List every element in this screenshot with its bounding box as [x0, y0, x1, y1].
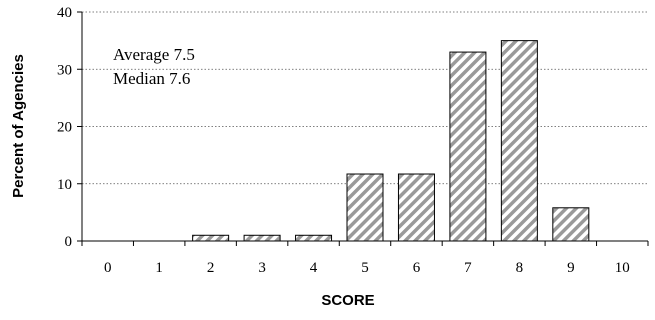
- gridlines: [82, 11, 648, 185]
- bars: [192, 40, 590, 242]
- y-tick-labels: 0 10 20 30 40: [57, 5, 82, 250]
- bar-8: [500, 40, 538, 242]
- x-tick-label: 2: [207, 260, 215, 276]
- x-tick-label: 8: [516, 260, 524, 276]
- bar-7: [449, 51, 487, 242]
- median-annotation: Median 7.6: [113, 69, 190, 88]
- x-tick-labels: 0 1 2 3 4 5 6 7 8 9 10: [81, 241, 649, 276]
- x-tick-label: 9: [567, 260, 575, 276]
- x-tick-label: 7: [464, 260, 472, 276]
- average-annotation: Average 7.5: [113, 45, 195, 64]
- bar-5: [346, 173, 384, 242]
- bar-4: [295, 234, 333, 242]
- bar-2: [192, 234, 230, 242]
- y-tick-label: 30: [57, 62, 72, 78]
- x-tick-label: 5: [361, 260, 369, 276]
- y-tick-label: 20: [57, 120, 72, 136]
- x-tick-label: 10: [615, 260, 630, 276]
- x-tick-label: 0: [104, 260, 112, 276]
- x-tick-label: 6: [413, 260, 421, 276]
- bar-9: [552, 207, 590, 242]
- y-tick-label: 10: [57, 177, 72, 193]
- x-tick-label: 4: [310, 260, 318, 276]
- y-tick-label: 0: [65, 234, 73, 250]
- y-tick-label: 40: [57, 5, 72, 21]
- x-tick-label: 3: [258, 260, 266, 276]
- bar-6: [397, 173, 435, 242]
- x-axis-title: SCORE: [321, 292, 374, 309]
- y-axis-title: Percent of Agencies: [10, 54, 27, 198]
- x-tick-label: 1: [155, 260, 163, 276]
- bar-3: [243, 234, 281, 242]
